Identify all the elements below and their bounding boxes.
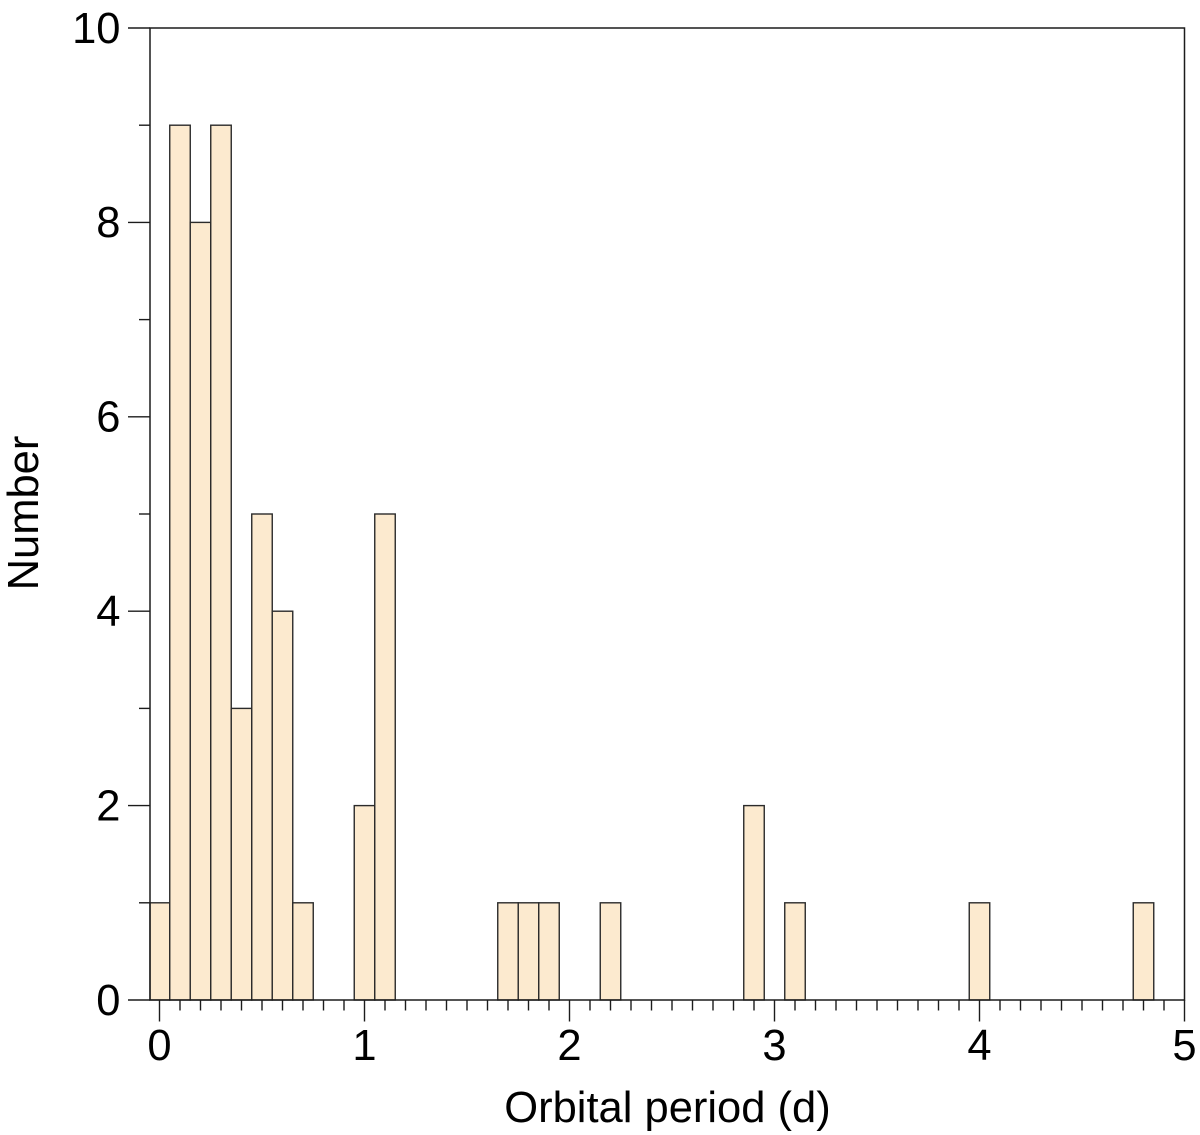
svg-text:2: 2 bbox=[557, 1022, 581, 1070]
svg-text:10: 10 bbox=[72, 5, 120, 53]
svg-text:0: 0 bbox=[147, 1022, 171, 1070]
svg-text:2: 2 bbox=[96, 782, 120, 830]
svg-text:5: 5 bbox=[1172, 1022, 1196, 1070]
svg-text:6: 6 bbox=[96, 394, 120, 442]
svg-text:Number: Number bbox=[0, 436, 48, 591]
svg-text:0: 0 bbox=[96, 977, 120, 1025]
svg-text:4: 4 bbox=[967, 1022, 991, 1070]
svg-text:3: 3 bbox=[762, 1022, 786, 1070]
svg-text:8: 8 bbox=[96, 199, 120, 247]
svg-text:1: 1 bbox=[352, 1022, 376, 1070]
svg-text:4: 4 bbox=[96, 588, 120, 636]
svg-text:Orbital period (d): Orbital period (d) bbox=[504, 1084, 830, 1132]
